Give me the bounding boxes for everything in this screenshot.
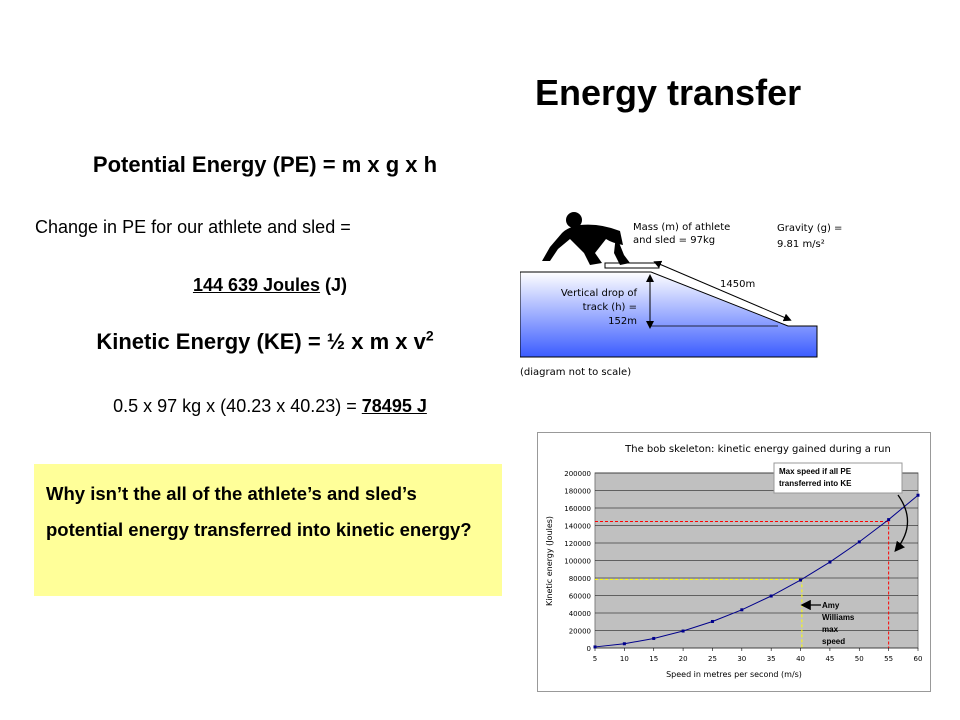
- data-point: [887, 518, 891, 522]
- data-point: [652, 636, 656, 640]
- gravity-label-2: 9.81 m/s²: [777, 239, 825, 250]
- mass-label-1: Mass (m) of athlete: [633, 222, 730, 233]
- data-point: [799, 578, 803, 582]
- question-text: Why isn’t the all of the athlete’s and s…: [46, 483, 472, 540]
- x-tick-label: 45: [825, 655, 834, 663]
- ke-formula-text: Kinetic Energy (KE) = ½ x m x v: [96, 329, 426, 354]
- chart-title: The bob skeleton: kinetic energy gained …: [624, 444, 891, 455]
- track-length-arrow: [653, 260, 792, 322]
- max-speed-callout-box: [773, 462, 903, 494]
- ke-calculation: 0.5 x 97 kg x (40.23 x 40.23) = 78495 J: [0, 396, 540, 417]
- ke-calc-expression: 0.5 x 97 kg x (40.23 x 40.23) =: [113, 396, 362, 416]
- x-tick-label: 25: [708, 655, 717, 663]
- chart-frame: 0 20000 40000 60000 80000 100000 120000 140000 1…: [537, 432, 931, 692]
- x-tick-label: 35: [767, 655, 776, 663]
- data-point: [681, 629, 685, 633]
- x-tick-label: 50: [855, 655, 864, 663]
- track-length-label: 1450m: [720, 279, 755, 290]
- pe-change-text: Change in PE for our athlete and sled =: [35, 217, 351, 237]
- y-tick-label: 140000: [564, 523, 591, 531]
- x-tick-label: 60: [914, 655, 923, 663]
- x-tick-label: 30: [737, 655, 746, 663]
- mass-label-2: and sled = 97kg: [633, 235, 715, 246]
- ramp-shape: [520, 271, 818, 358]
- vertical-drop-label-2: track (h) =: [583, 302, 637, 313]
- max-speed-callout-line2: transferred into KE: [779, 479, 852, 488]
- ke-chart: 0 20000 40000 60000 80000 100000 120000 140000 1…: [545, 444, 923, 679]
- x-tick-label: 55: [884, 655, 893, 663]
- chart-guides: [595, 520, 890, 648]
- x-axis-label: Speed in metres per second (m/s): [666, 670, 802, 679]
- x-tick-label: 10: [620, 655, 629, 663]
- y-tick-label: 160000: [564, 505, 591, 513]
- amy-williams-label-4: speed: [822, 637, 845, 646]
- vertical-drop-label-3: 152m: [608, 316, 637, 327]
- amy-williams-label-1: Amy: [822, 601, 840, 610]
- vertical-drop-label-1: Vertical drop of: [561, 288, 638, 299]
- data-point: [916, 493, 920, 497]
- x-tick-label: 15: [649, 655, 658, 663]
- amy-williams-label-3: max: [822, 625, 839, 634]
- y-tick-label: 40000: [569, 610, 591, 618]
- y-tick-label: 20000: [569, 628, 591, 636]
- data-point: [740, 608, 744, 612]
- athlete-icon: [542, 212, 630, 265]
- x-tick-label: 5: [593, 655, 597, 663]
- y-tick-label: 0: [587, 645, 591, 653]
- page-title: Energy transfer: [535, 72, 802, 113]
- series-points: [593, 493, 920, 649]
- pe-value-unit: (J): [320, 275, 348, 295]
- ke-formula-heading: Kinetic Energy (KE) = ½ x m x v2: [0, 329, 530, 355]
- pe-value: 144 639 Joules (J): [0, 275, 540, 296]
- x-tick-label: 20: [679, 655, 688, 663]
- ke-calc-result: 78495 J: [361, 396, 427, 416]
- y-tick-label: 200000: [564, 470, 591, 478]
- gravity-label-1: Gravity (g) =: [777, 223, 842, 234]
- x-tick-label: 40: [796, 655, 805, 663]
- y-tick-labels: 0 20000 40000 60000 80000 100000 120000 140000 1…: [564, 470, 591, 653]
- data-point: [828, 560, 832, 564]
- data-point: [857, 540, 861, 544]
- ke-formula-exponent: 2: [425, 327, 434, 344]
- y-axis-label: Kinetic energy (Joules): [545, 516, 554, 606]
- question-box: Why isn’t the all of the athlete’s and s…: [34, 464, 502, 596]
- chart-grid: [595, 472, 918, 649]
- max-speed-callout-line1: Max speed if all PE: [779, 467, 852, 476]
- y-tick-label: 60000: [569, 593, 591, 601]
- pe-formula-heading: Potential Energy (PE) = m x g x h: [92, 152, 438, 177]
- diagram-note: (diagram not to scale): [520, 367, 631, 378]
- series-line: [594, 494, 919, 648]
- amy-williams-label-2: Williams: [822, 613, 855, 622]
- track-diagram: Mass (m) of athlete and sled = 97kg Grav…: [520, 212, 842, 378]
- y-tick-label: 80000: [569, 575, 591, 583]
- x-tick-labels: 5 10 15 20 25 30 35 40 45 50 55 60: [593, 648, 923, 663]
- sled-icon: [604, 262, 660, 269]
- y-tick-label: 180000: [564, 488, 591, 496]
- data-point: [593, 645, 597, 649]
- y-tick-label: 100000: [564, 558, 591, 566]
- data-point: [769, 594, 773, 598]
- pe-value-number: 144 639 Joules: [192, 275, 321, 295]
- data-point: [622, 642, 626, 646]
- max-speed-arrow: [894, 494, 909, 553]
- y-tick-label: 120000: [564, 540, 591, 548]
- data-point: [710, 619, 714, 623]
